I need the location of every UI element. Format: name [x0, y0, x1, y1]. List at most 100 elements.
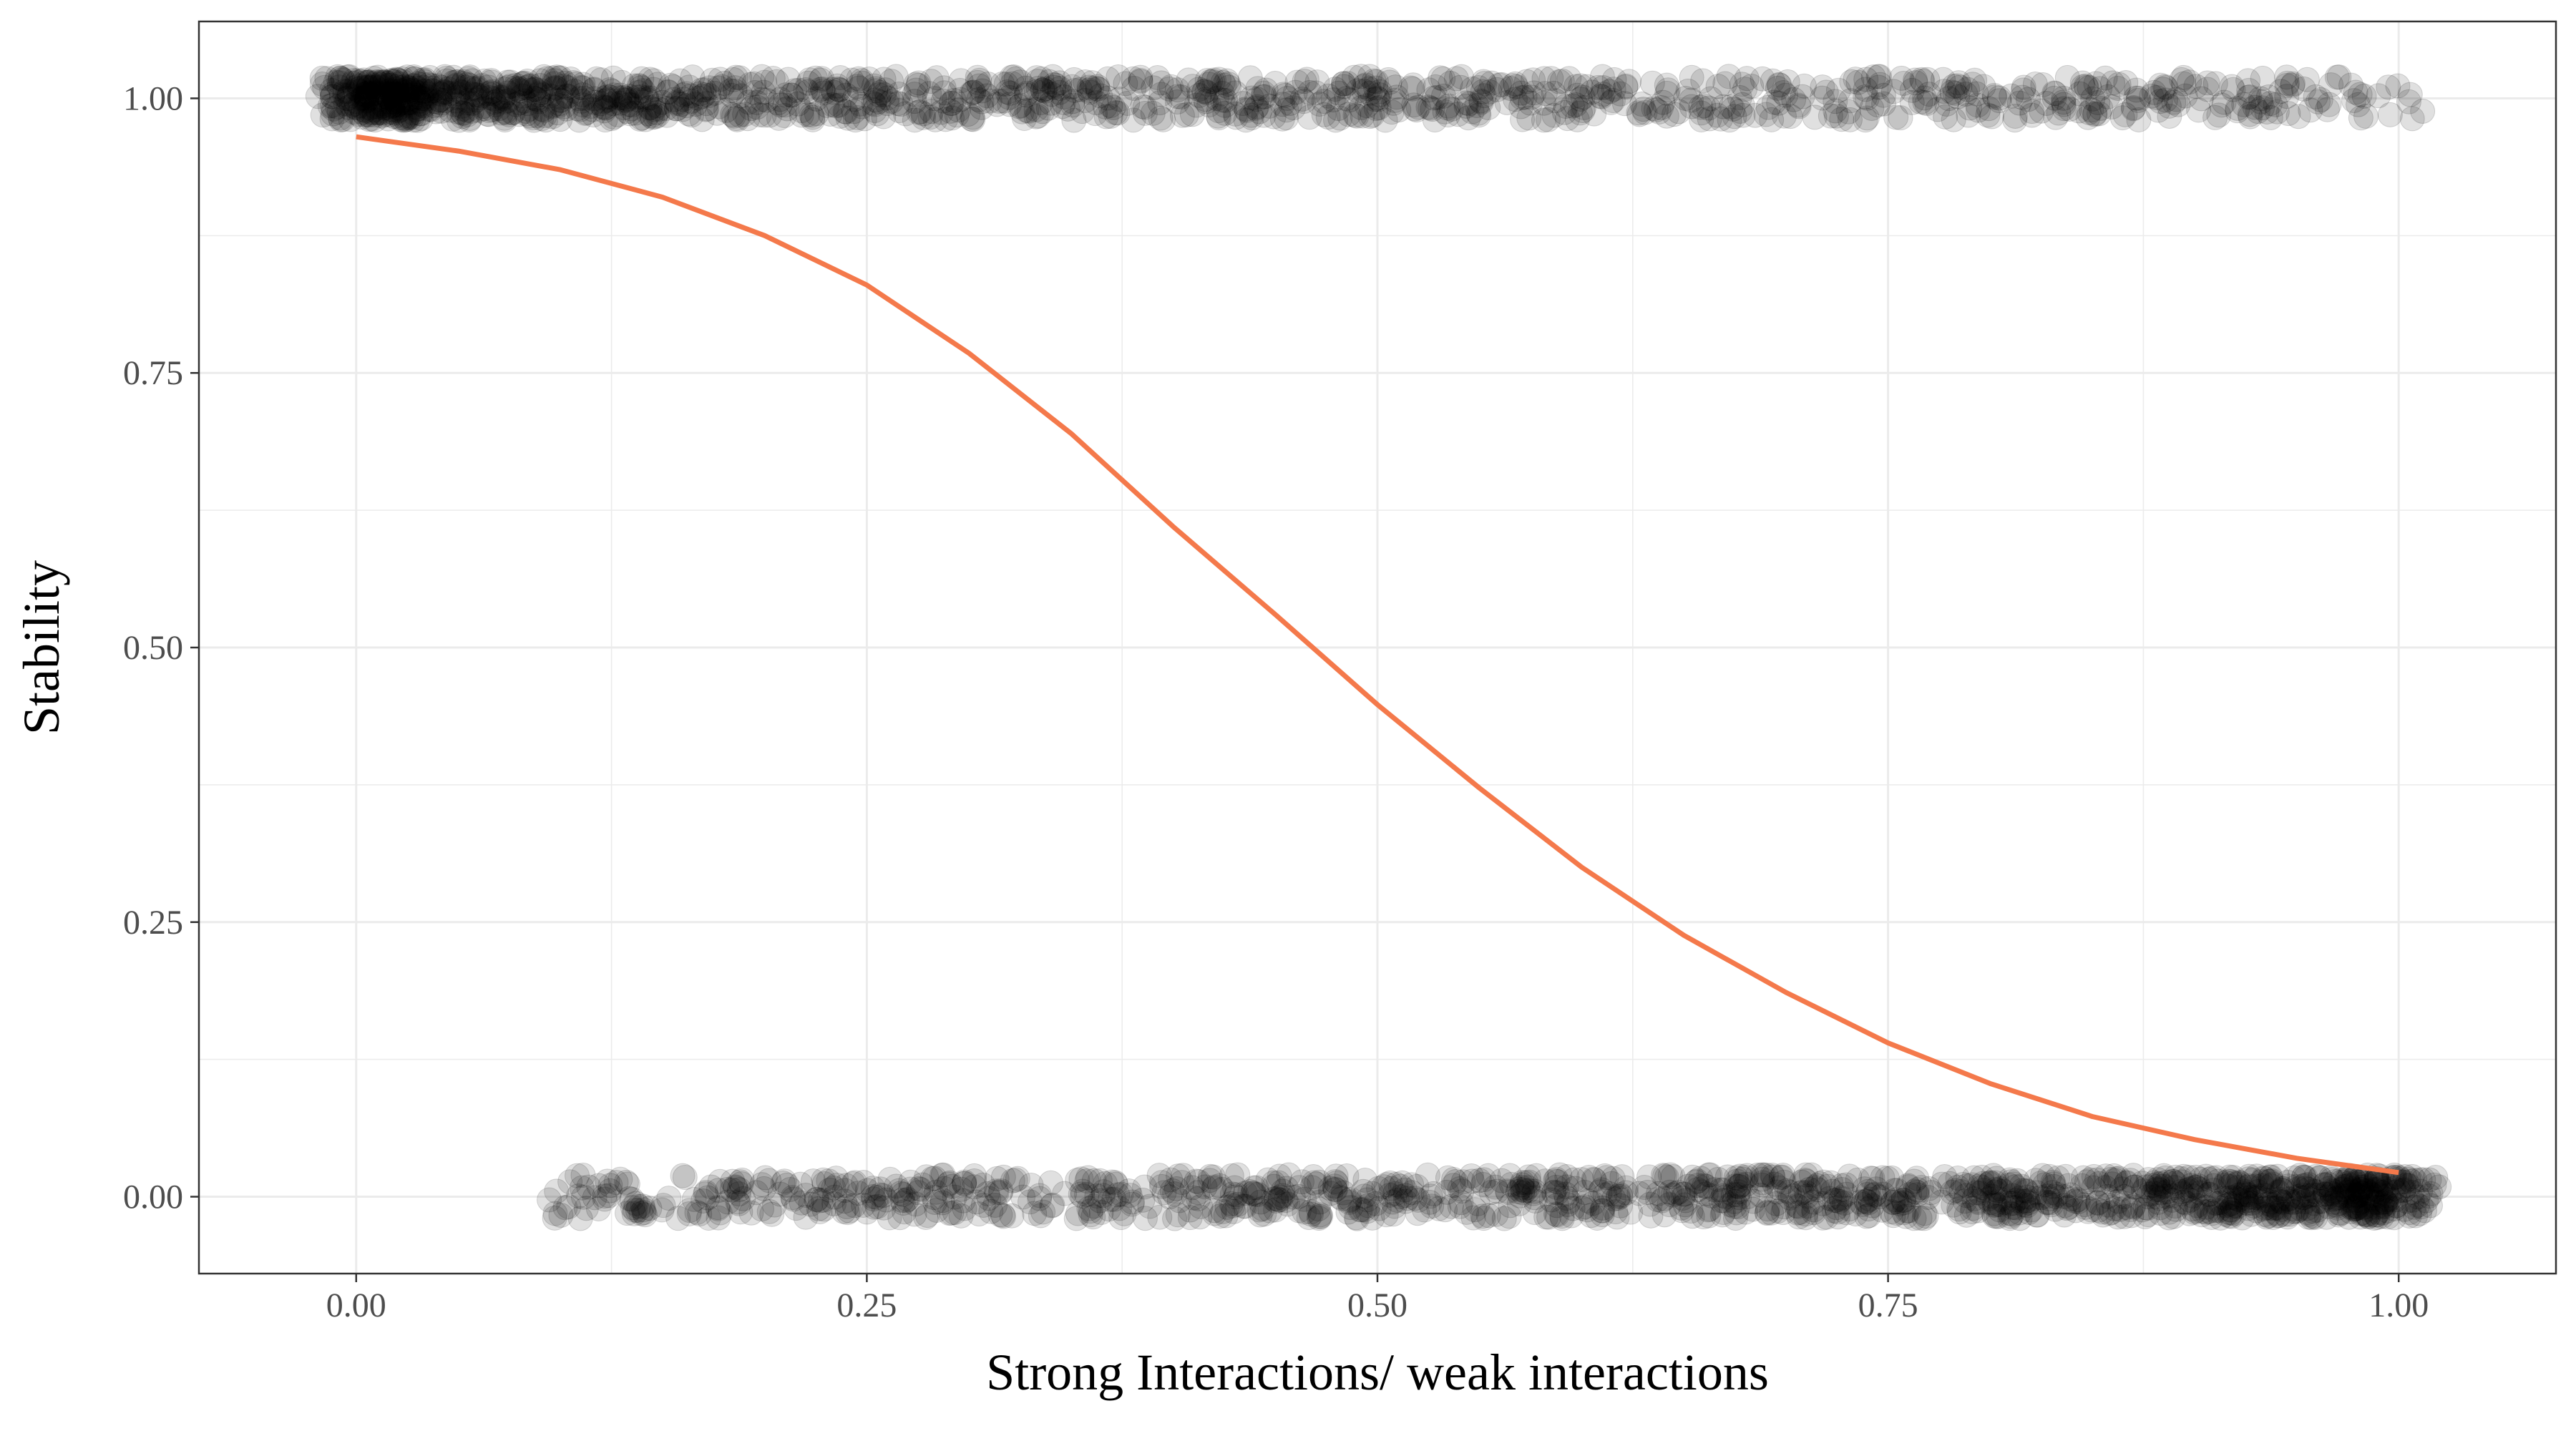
data-point: [1169, 102, 1195, 128]
data-point: [696, 83, 722, 109]
data-point: [2275, 70, 2301, 96]
data-point: [442, 92, 468, 117]
data-point: [1956, 102, 1981, 128]
data-point: [401, 66, 427, 92]
data-point: [906, 70, 932, 96]
data-point: [653, 95, 679, 121]
data-point: [753, 87, 779, 113]
data-point: [1361, 68, 1387, 94]
data-point: [2109, 105, 2135, 131]
data-point: [1489, 72, 1515, 97]
data-point: [711, 70, 737, 96]
data-point: [1337, 1195, 1363, 1221]
data-point: [531, 97, 557, 123]
data-point: [490, 86, 516, 112]
data-point: [1945, 84, 1971, 109]
data-point: [941, 88, 967, 114]
data-point: [1274, 85, 1300, 111]
data-point: [2054, 64, 2080, 90]
data-point: [1508, 94, 1534, 119]
data-point: [401, 77, 426, 103]
data-point: [1342, 102, 1368, 128]
data-point: [1320, 87, 1346, 113]
data-point: [1893, 1203, 1919, 1229]
data-point: [2147, 89, 2173, 114]
data-point: [2202, 104, 2228, 130]
data-point: [1596, 79, 1622, 104]
data-point: [1271, 82, 1297, 107]
data-point: [389, 66, 415, 92]
data-point: [521, 85, 547, 111]
data-point: [967, 67, 992, 93]
data-point: [2264, 99, 2290, 124]
data-point: [1132, 1174, 1158, 1200]
data-point: [2051, 96, 2077, 122]
x-tick-label: 0.50: [1347, 1286, 1407, 1324]
data-point: [612, 87, 638, 113]
data-point: [424, 89, 450, 114]
data-point: [1739, 74, 1765, 99]
data-point: [1216, 74, 1242, 100]
data-point: [1823, 89, 1848, 114]
data-point: [1297, 104, 1322, 130]
data-point: [600, 91, 626, 117]
data-point: [959, 106, 985, 132]
data-point: [427, 87, 453, 112]
data-point: [923, 1179, 949, 1205]
data-point: [375, 70, 401, 96]
data-point: [1871, 91, 1897, 117]
data-point: [1551, 99, 1577, 125]
data-point: [1184, 92, 1209, 118]
data-point: [864, 1193, 890, 1219]
data-point: [608, 82, 633, 108]
data-point: [826, 77, 852, 103]
data-point: [2396, 89, 2421, 114]
data-point: [1385, 1188, 1410, 1213]
data-point: [1420, 97, 1445, 122]
data-point: [2099, 94, 2124, 119]
data-point: [326, 74, 352, 100]
data-point: [1966, 1173, 1992, 1199]
data-point: [358, 106, 384, 132]
data-point: [724, 107, 750, 132]
data-point: [2318, 72, 2344, 98]
data-point: [744, 89, 770, 115]
data-point: [1697, 106, 1722, 132]
data-point: [969, 94, 995, 120]
data-point: [573, 99, 599, 125]
data-point: [1098, 104, 1123, 130]
data-point: [1165, 77, 1191, 103]
data-point: [990, 1164, 1016, 1190]
data-point: [388, 89, 414, 115]
x-tick-label: 0.00: [326, 1286, 386, 1324]
data-point: [1543, 1174, 1569, 1200]
data-point: [1269, 106, 1295, 132]
data-point: [2121, 95, 2147, 121]
data-point: [645, 72, 670, 97]
data-point: [2058, 1186, 2084, 1212]
data-point: [1711, 1200, 1737, 1226]
data-point: [1424, 84, 1450, 110]
y-tick-label: 0.50: [123, 629, 183, 667]
data-point: [2351, 83, 2377, 109]
data-point: [1564, 107, 1590, 132]
data-point: [924, 65, 950, 91]
data-point: [592, 89, 618, 114]
data-point: [1206, 98, 1231, 124]
data-point: [1716, 64, 1742, 89]
data-point: [2220, 77, 2246, 102]
data-point: [361, 100, 387, 126]
data-point: [1888, 65, 1914, 91]
data-point: [683, 92, 708, 117]
data-point: [349, 85, 375, 111]
data-point: [1761, 89, 1787, 115]
data-point: [906, 99, 932, 125]
data-point: [569, 74, 595, 100]
data-point: [551, 94, 577, 119]
data-point: [1908, 89, 1933, 114]
data-point: [1194, 67, 1220, 93]
data-point: [1579, 79, 1605, 105]
data-point: [1580, 1191, 1606, 1216]
data-point: [823, 93, 849, 119]
